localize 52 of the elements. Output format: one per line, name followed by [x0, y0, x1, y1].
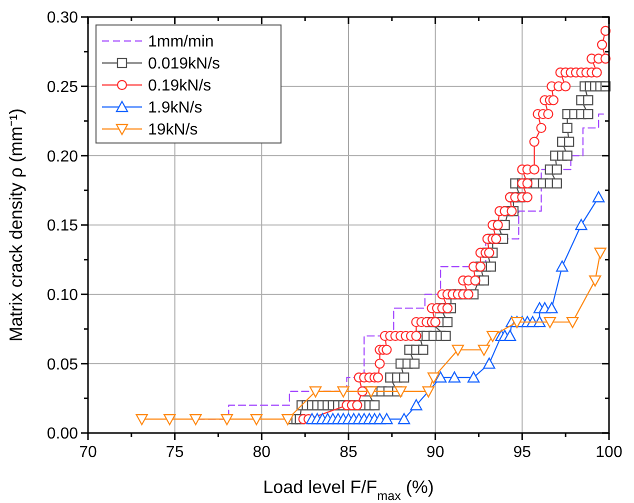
point [364, 386, 378, 398]
x-tick-label: 85 [340, 444, 358, 461]
point [566, 316, 579, 328]
x-tick-label: 80 [252, 444, 271, 461]
y-axis-title: Matrix crack density ρ (mm⁻¹) [6, 108, 26, 342]
x-tick-label: 90 [426, 444, 444, 461]
point [394, 386, 407, 398]
legend-label: 1mm/min [148, 34, 214, 51]
y-tick-label: 0.10 [46, 286, 78, 304]
point [589, 275, 602, 287]
point [220, 414, 234, 426]
point [380, 413, 393, 424]
point [504, 330, 516, 342]
legend-label: 1.9kN/s [148, 100, 202, 117]
x-tick-label: 75 [166, 444, 184, 461]
point [398, 413, 410, 424]
point [250, 414, 263, 426]
point [422, 386, 434, 398]
point [546, 302, 558, 314]
point [309, 386, 322, 398]
point [556, 260, 568, 272]
point [452, 344, 464, 356]
point [592, 191, 605, 202]
point [190, 414, 202, 426]
x-tick-label: 100 [596, 444, 622, 461]
x-tick-label: 70 [79, 444, 97, 461]
legend-label: 0.19kN/s [148, 78, 212, 95]
point [478, 344, 490, 356]
y-tick-label: 0.30 [46, 10, 78, 27]
point [164, 414, 176, 426]
point [467, 371, 480, 383]
point [594, 248, 606, 259]
point [434, 371, 447, 383]
x-axis-title: Load level F/F$_{max}$ (%) [263, 477, 434, 503]
x-tick-label: 95 [513, 444, 532, 461]
point [448, 371, 461, 383]
legend-label: 19kN/s [148, 122, 198, 139]
point [575, 218, 588, 230]
point [136, 414, 148, 426]
point [483, 358, 496, 369]
y-tick-label: 0.20 [46, 148, 78, 166]
y-tick-label: 0.25 [46, 78, 78, 96]
point [282, 414, 294, 426]
point [410, 399, 422, 410]
y-tick-label: 0.00 [46, 426, 78, 443]
y-tick-label: 0.05 [46, 356, 78, 374]
legend-label: 0.019kN/s [148, 56, 220, 73]
y-tick-label: 0.15 [46, 218, 78, 235]
point [544, 316, 556, 328]
point [486, 330, 499, 342]
point [427, 372, 440, 384]
point [337, 386, 350, 398]
